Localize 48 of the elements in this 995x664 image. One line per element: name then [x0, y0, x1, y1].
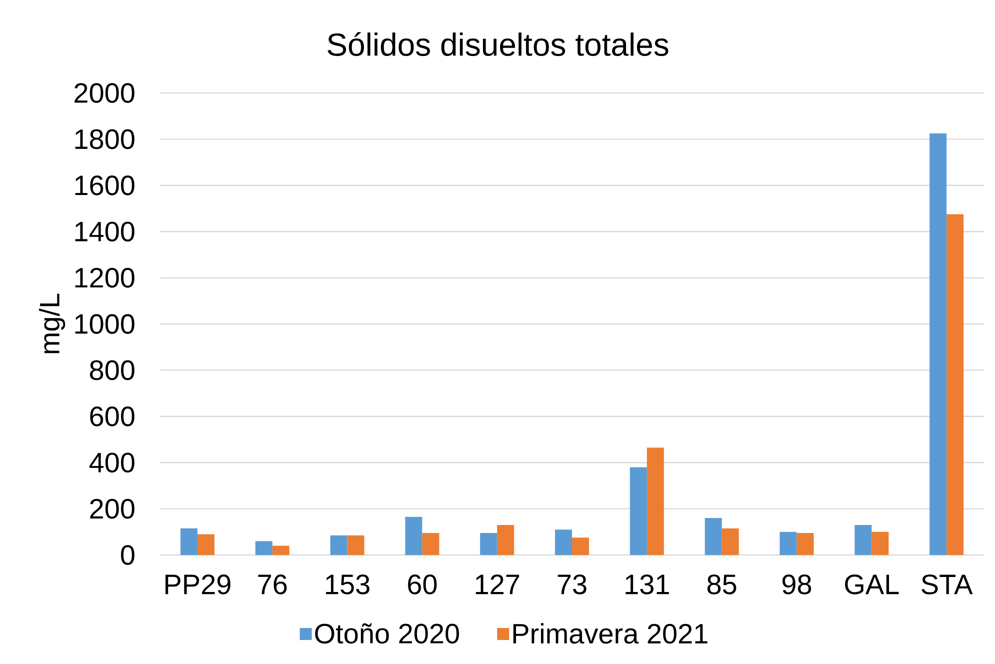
- y-tick-label: 800: [90, 360, 134, 380]
- y-tick-label: 400: [89, 452, 134, 473]
- x-tick-label: 73: [558, 574, 586, 594]
- bar: [255, 541, 272, 555]
- y-tick-label: 1200: [75, 268, 134, 288]
- x-tick-label: 127: [476, 574, 520, 594]
- x-tick-label: 98: [782, 574, 812, 594]
- y-axis-title: mg/L: [39, 294, 66, 354]
- y-tick-label: 0: [121, 545, 134, 565]
- y-tick-label: 1000: [75, 314, 134, 334]
- bar: [197, 534, 214, 555]
- x-tick-label: STA: [922, 574, 973, 594]
- y-tick-label: 200: [90, 498, 134, 519]
- x-tick-label: 60: [408, 574, 437, 594]
- bar: [347, 535, 364, 555]
- bar: [930, 133, 947, 555]
- bar: [572, 538, 590, 555]
- x-tick-label: 76: [258, 574, 287, 594]
- bar: [272, 546, 290, 555]
- bar: [946, 214, 964, 555]
- x-tick-label: 131: [626, 574, 669, 594]
- y-tick-label: 1400: [75, 222, 134, 242]
- bar: [646, 448, 664, 555]
- bar: [555, 530, 572, 555]
- bar: [704, 518, 722, 555]
- bar: [630, 467, 647, 555]
- bar: [722, 528, 739, 555]
- x-tick-label: GAL: [845, 574, 899, 594]
- bar: [422, 533, 440, 555]
- y-tick-label: 1600: [75, 175, 134, 196]
- y-tick-label: 1800: [75, 129, 134, 150]
- y-tick-label: 600: [90, 406, 134, 426]
- x-tick-label: PP29: [166, 574, 230, 594]
- bar: [405, 516, 422, 555]
- y-tick-label: 2000: [74, 83, 134, 103]
- x-tick-label: 85: [707, 574, 736, 594]
- bar: [780, 532, 797, 555]
- legend-label: Otoño 2020: [315, 623, 459, 644]
- bar: [872, 532, 889, 555]
- bar: [796, 533, 814, 555]
- bar: [330, 535, 348, 555]
- x-tick-label: 153: [326, 574, 370, 594]
- chart-title: Sólidos disueltos totales: [328, 32, 668, 56]
- bar: [854, 524, 872, 555]
- bar: [180, 528, 198, 555]
- legend-label: Primavera 2021: [513, 623, 708, 644]
- bar: [497, 524, 514, 555]
- bar: [480, 533, 498, 555]
